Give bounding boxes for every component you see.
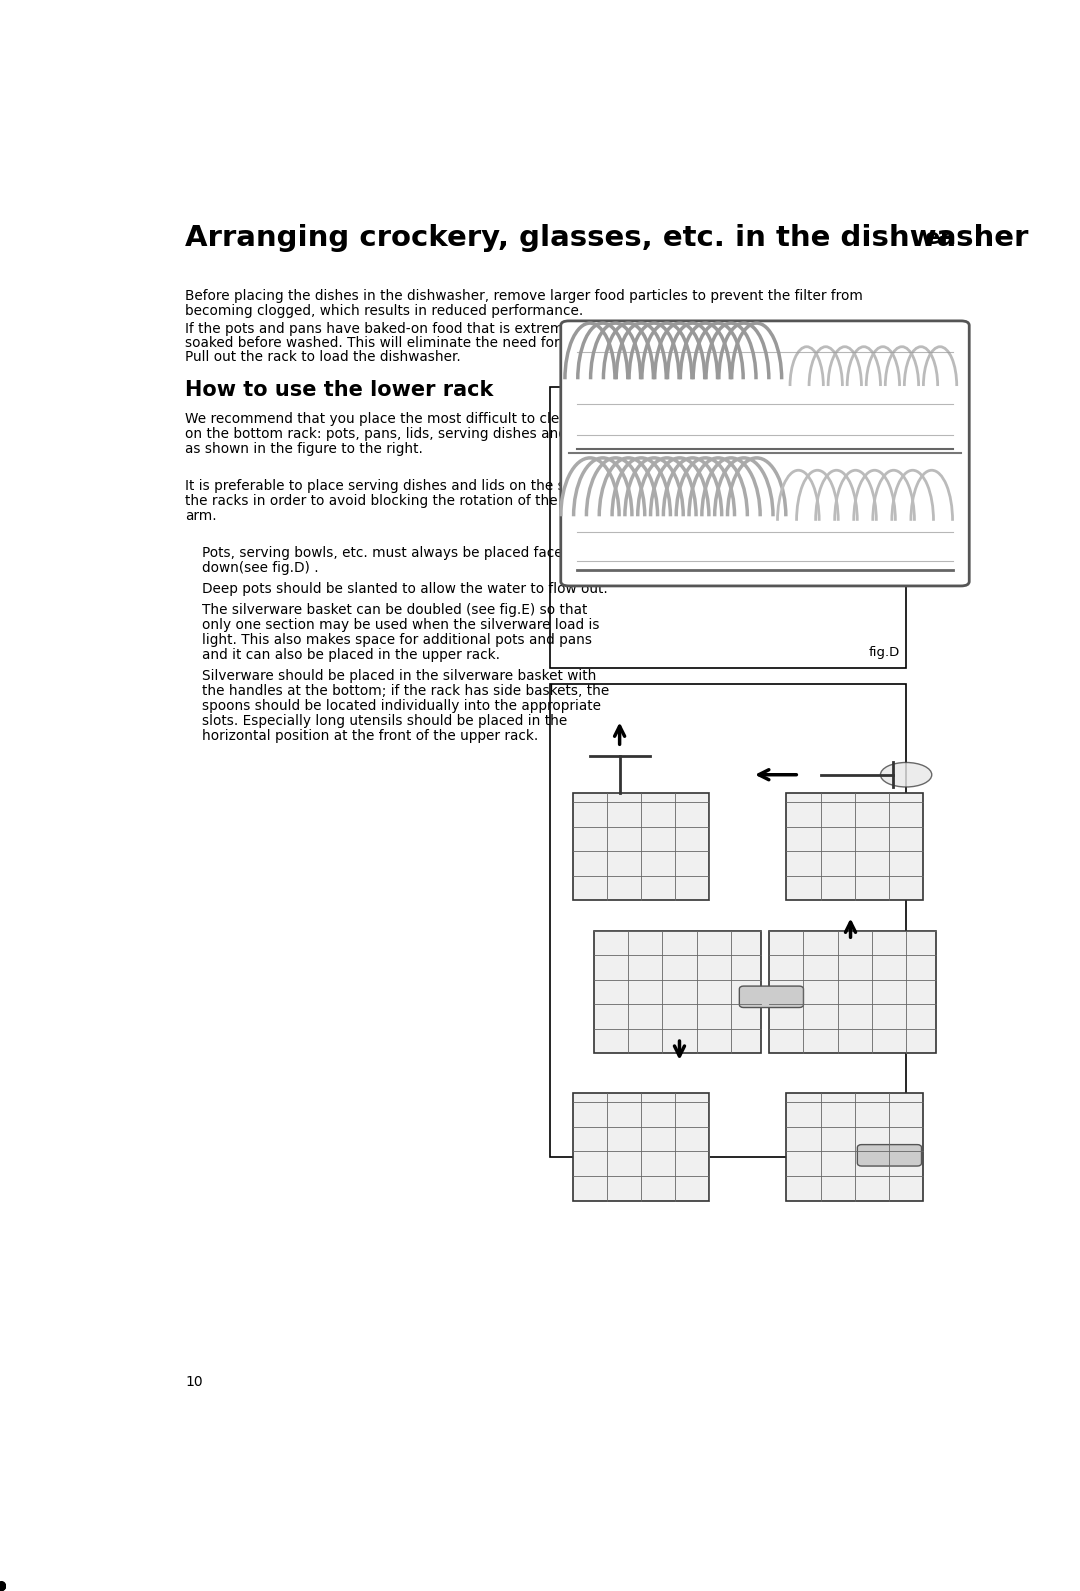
Text: spoons should be located individually into the appropriate: spoons should be located individually in… [202, 698, 602, 713]
Text: on the bottom rack: pots, pans, lids, serving dishes and bowls,: on the bottom rack: pots, pans, lids, se… [186, 428, 616, 441]
Text: The silverware basket can be doubled (see fig.E) so that: The silverware basket can be doubled (se… [202, 603, 588, 617]
Text: Pots, serving bowls, etc. must always be placed face: Pots, serving bowls, etc. must always be… [202, 546, 563, 560]
Text: horizontal position at the front of the upper rack.: horizontal position at the front of the … [202, 729, 539, 743]
Text: It is preferable to place serving dishes and lids on the sides of: It is preferable to place serving dishes… [186, 479, 610, 493]
Text: fig.D: fig.D [868, 646, 900, 659]
Bar [550, 684, 906, 1157]
Text: Normal daily  load: Normal daily load [667, 366, 788, 379]
Text: only one section may be used when the silverware load is: only one section may be used when the si… [202, 617, 599, 632]
Bar [786, 1093, 923, 1201]
Bar [786, 792, 923, 901]
Text: slots. Especially long utensils should be placed in the: slots. Especially long utensils should b… [202, 714, 568, 729]
Text: as shown in the figure to the right.: as shown in the figure to the right. [186, 442, 423, 457]
FancyBboxPatch shape [561, 321, 969, 585]
Text: arm.: arm. [186, 509, 217, 523]
Text: How to use the lower rack: How to use the lower rack [186, 380, 494, 399]
Bar [572, 1093, 710, 1201]
Text: soaked before washed. This will eliminate the need for extra wash cycles.: soaked before washed. This will eliminat… [186, 336, 691, 350]
Text: en: en [926, 228, 957, 248]
Text: Pull out the rack to load the dishwasher.: Pull out the rack to load the dishwasher… [186, 350, 461, 364]
Bar [769, 931, 936, 1053]
Text: Deep pots should be slanted to allow the water to flow out.: Deep pots should be slanted to allow the… [202, 582, 608, 595]
Text: 10: 10 [186, 1375, 203, 1389]
Text: Before placing the dishes in the dishwasher, remove larger food particles to pre: Before placing the dishes in the dishwas… [186, 290, 863, 304]
Bar [594, 931, 760, 1053]
Text: and it can also be placed in the upper rack.: and it can also be placed in the upper r… [202, 648, 500, 662]
Text: the racks in order to avoid blocking the rotation of the top spray: the racks in order to avoid blocking the… [186, 493, 627, 508]
Bar [550, 387, 906, 668]
Text: Arranging crockery, glasses, etc. in the dishwasher: Arranging crockery, glasses, etc. in the… [186, 224, 1029, 253]
Text: If the pots and pans have baked-on food that is extremely hard to remove, we rec: If the pots and pans have baked-on food … [186, 321, 903, 336]
Text: down(see fig.D) .: down(see fig.D) . [202, 560, 319, 574]
Text: light. This also makes space for additional pots and pans: light. This also makes space for additio… [202, 633, 593, 648]
Text: Silverware should be placed in the silverware basket with: Silverware should be placed in the silve… [202, 670, 597, 683]
FancyBboxPatch shape [858, 1144, 921, 1166]
Text: fig.E: fig.E [870, 1134, 900, 1149]
Bar [572, 792, 710, 901]
Text: the handles at the bottom; if the rack has side baskets, the: the handles at the bottom; if the rack h… [202, 684, 610, 698]
Text: becoming clogged, which results in reduced performance.: becoming clogged, which results in reduc… [186, 304, 583, 318]
Ellipse shape [880, 762, 932, 788]
FancyBboxPatch shape [740, 986, 804, 1007]
Text: We recommend that you place the most difficult to clean items: We recommend that you place the most dif… [186, 412, 619, 426]
